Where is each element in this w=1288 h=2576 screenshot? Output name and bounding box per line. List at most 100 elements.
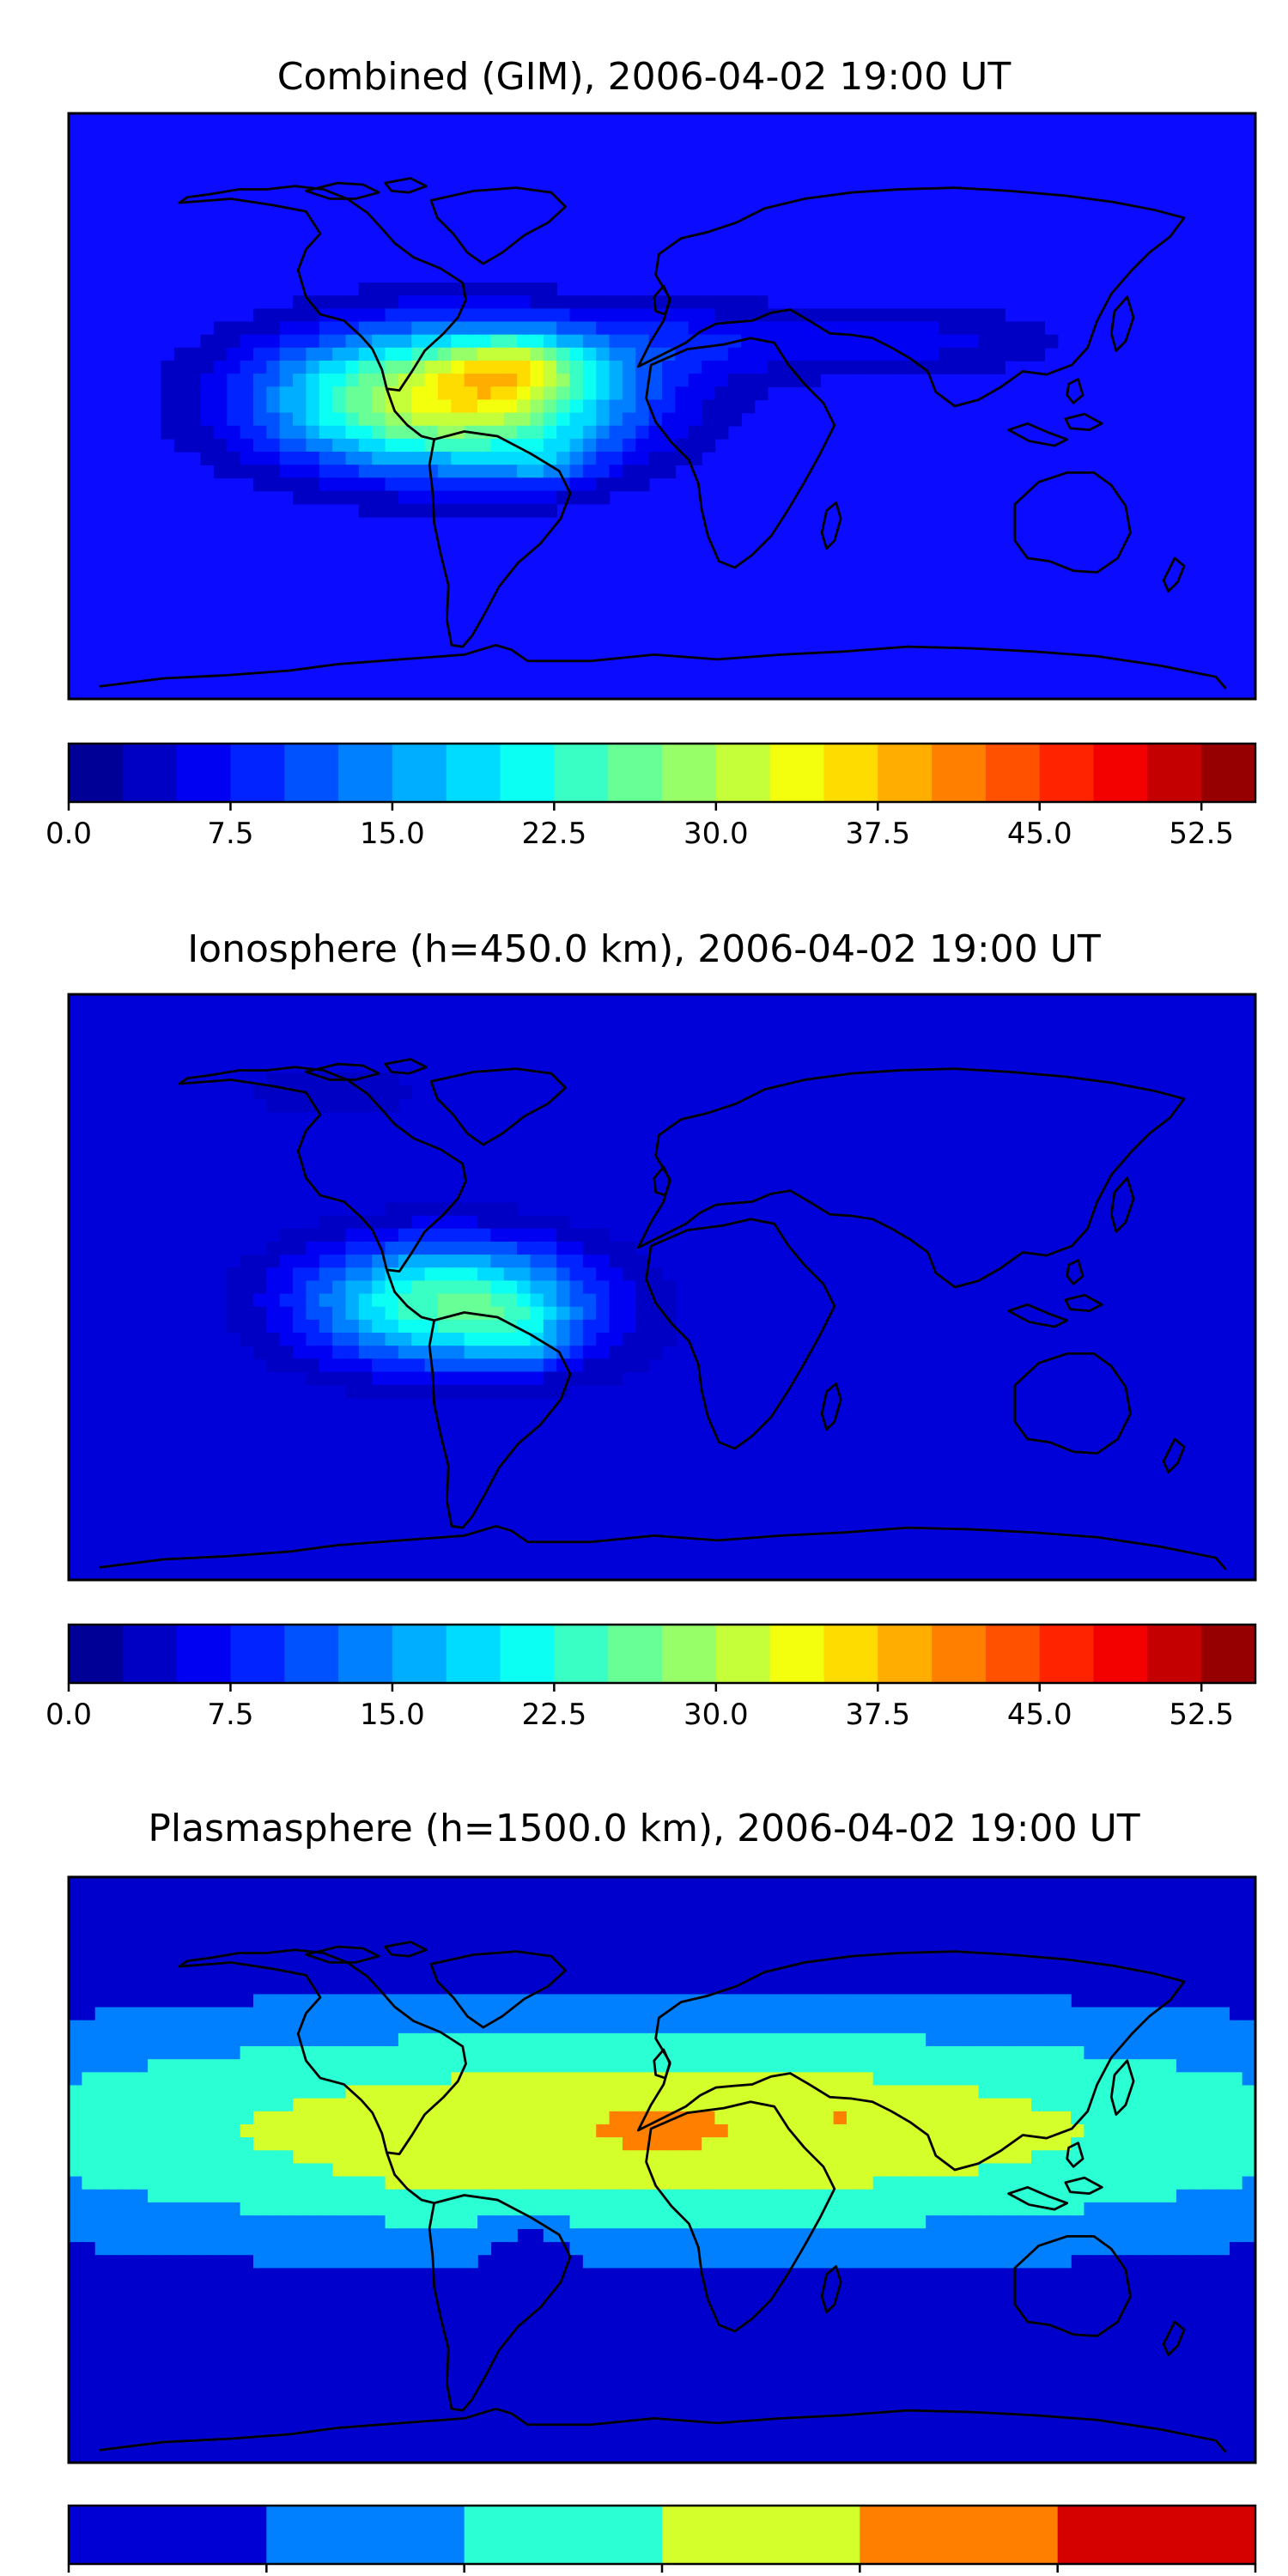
tec-contour-cell xyxy=(517,2150,532,2165)
tec-contour-cell xyxy=(398,283,412,296)
tec-contour-cell xyxy=(1005,2123,1019,2138)
tec-contour-cell xyxy=(252,438,268,453)
tec-contour-cell xyxy=(424,438,439,453)
tec-contour-cell xyxy=(358,399,373,414)
tec-contour-cell xyxy=(1030,2046,1046,2060)
tec-contour-cell xyxy=(912,2202,927,2216)
tec-contour-cell xyxy=(332,2085,347,2099)
tec-contour-cell xyxy=(372,2163,386,2178)
tec-contour-cell xyxy=(622,2085,637,2099)
tec-contour-cell xyxy=(926,2189,940,2203)
tec-contour-cell xyxy=(688,2020,702,2034)
tec-contour-cell xyxy=(503,1228,518,1242)
tec-contour-cell xyxy=(200,399,215,414)
tec-contour-cell xyxy=(398,438,412,453)
tec-contour-cell xyxy=(293,2228,307,2243)
tec-contour-cell xyxy=(781,2241,795,2256)
tec-contour-cell xyxy=(266,347,281,361)
tec-contour-cell xyxy=(503,2111,518,2125)
tec-contour-cell xyxy=(727,347,742,361)
tec-contour-cell xyxy=(714,2163,729,2178)
tec-contour-cell xyxy=(530,2189,544,2203)
tec-contour-cell xyxy=(345,1333,360,1346)
tec-contour-cell xyxy=(385,360,399,374)
tec-contour-cell xyxy=(543,2098,557,2112)
tec-contour-cell xyxy=(200,2007,215,2021)
tec-contour-cell xyxy=(227,334,241,349)
tec-contour-cell xyxy=(411,2123,426,2138)
tec-contour-cell xyxy=(358,308,373,323)
tec-contour-cell xyxy=(886,360,901,374)
tec-contour-cell xyxy=(702,425,716,440)
tec-contour-cell xyxy=(398,425,412,440)
tec-contour-cell xyxy=(200,2228,215,2243)
tec-contour-cell xyxy=(306,477,320,492)
tec-contour-cell xyxy=(793,2085,808,2099)
tec-contour-cell xyxy=(1150,2059,1164,2074)
tec-contour-cell xyxy=(820,308,835,323)
tec-contour-cell xyxy=(543,412,557,427)
tec-contour-cell xyxy=(319,1306,333,1321)
tec-contour-cell xyxy=(662,465,677,479)
tec-contour-cell xyxy=(688,2111,702,2125)
tec-contour-cell xyxy=(662,1333,677,1346)
tec-contour-cell xyxy=(622,438,637,453)
tec-contour-cell xyxy=(490,1358,505,1373)
tec-contour-cell xyxy=(437,1384,453,1399)
tec-contour-cell xyxy=(1242,2059,1255,2074)
tec-contour-cell xyxy=(134,2228,149,2243)
tec-contour-cell xyxy=(899,2098,914,2112)
tec-contour-cell xyxy=(345,2072,360,2087)
map-plasmasphere xyxy=(69,1877,1255,2463)
tec-contour-cell xyxy=(411,1241,426,1255)
tec-contour-cell xyxy=(556,2163,571,2178)
tec-contour-cell xyxy=(648,1319,663,1334)
tec-contour-cell xyxy=(846,308,861,323)
tec-contour-cell xyxy=(741,374,756,388)
tec-contour-cell xyxy=(1084,2150,1098,2165)
tec-contour-cell xyxy=(1229,2228,1243,2243)
tec-contour-cell xyxy=(1110,2007,1125,2021)
tec-contour-cell xyxy=(754,2032,769,2047)
tec-contour-cell xyxy=(582,2202,597,2216)
tec-contour-cell xyxy=(886,2098,901,2112)
tec-contour-cell xyxy=(1215,2046,1230,2060)
tec-contour-cell xyxy=(398,1241,412,1255)
colorbar-swatch xyxy=(823,1625,878,1683)
tec-contour-cell xyxy=(939,2202,953,2216)
tec-contour-cell xyxy=(1150,2176,1164,2190)
tec-contour-cell xyxy=(385,1202,399,1217)
tec-contour-cell xyxy=(477,503,492,518)
tec-contour-cell xyxy=(688,2085,702,2099)
tec-contour-cell xyxy=(108,2020,123,2034)
tec-contour-cell xyxy=(293,321,307,336)
tec-contour-cell xyxy=(490,2085,505,2099)
tec-contour-cell xyxy=(688,386,702,401)
tec-contour-cell xyxy=(754,360,769,374)
tec-contour-cell xyxy=(252,1293,268,1308)
tec-contour-cell xyxy=(517,2111,532,2125)
tec-contour-cell xyxy=(662,399,677,414)
tec-contour-cell xyxy=(385,2176,399,2190)
tec-contour-cell xyxy=(1044,2059,1059,2074)
tec-contour-cell xyxy=(1229,2098,1243,2112)
tec-contour-cell xyxy=(569,1306,584,1321)
tec-contour-cell xyxy=(503,1241,518,1255)
tec-contour-cell xyxy=(702,2020,716,2034)
tec-contour-cell xyxy=(424,283,439,296)
tec-contour-cell xyxy=(781,2176,795,2190)
tec-contour-cell xyxy=(767,2215,781,2229)
colorbar-swatch xyxy=(1039,744,1095,802)
tec-contour-cell xyxy=(556,1306,571,1321)
tec-contour-cell xyxy=(596,465,611,479)
tec-contour-cell xyxy=(266,2176,281,2190)
tec-contour-cell xyxy=(424,2163,439,2178)
tec-contour-cell xyxy=(886,2020,901,2034)
tec-contour-cell xyxy=(108,2111,123,2125)
tec-contour-cell xyxy=(675,2059,690,2074)
tec-contour-cell xyxy=(437,1267,453,1282)
tec-contour-cell xyxy=(332,412,347,427)
tec-contour-cell xyxy=(477,2072,492,2087)
tec-contour-cell xyxy=(781,2059,795,2074)
tec-contour-cell xyxy=(252,2007,268,2021)
